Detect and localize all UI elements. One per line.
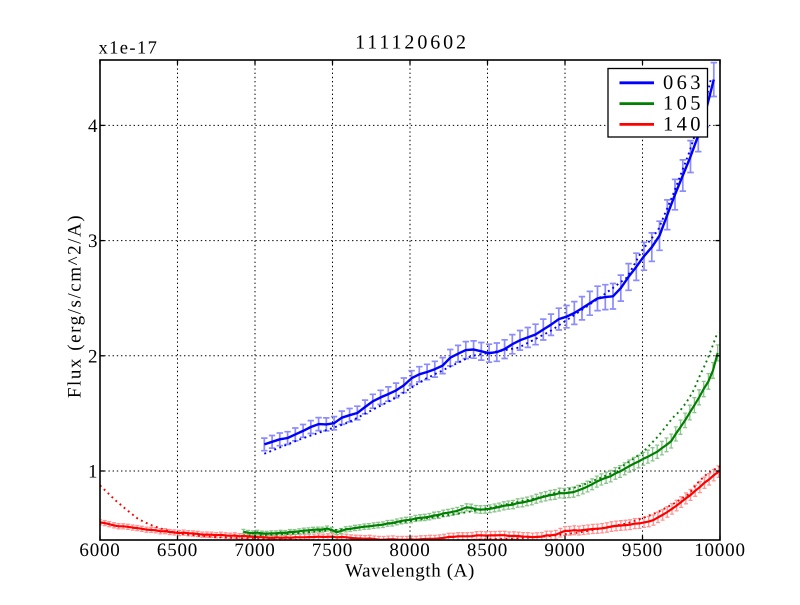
svg-text:4: 4 [88,116,98,137]
svg-text:105: 105 [663,93,704,115]
svg-text:x1e-17: x1e-17 [99,39,159,59]
svg-text:6500: 6500 [157,540,198,561]
svg-text:3: 3 [88,231,98,252]
svg-text:Flux (erg/s/cm^2/A): Flux (erg/s/cm^2/A) [65,214,86,398]
svg-text:063: 063 [663,72,704,94]
svg-text:6000: 6000 [79,540,120,561]
svg-text:10000: 10000 [694,540,746,561]
svg-text:7000: 7000 [234,540,275,561]
svg-text:8500: 8500 [467,540,508,561]
svg-text:8000: 8000 [389,540,430,561]
svg-text:111120602: 111120602 [355,32,469,54]
svg-text:140: 140 [663,113,704,135]
svg-text:2: 2 [88,346,98,367]
svg-text:1: 1 [88,462,98,483]
svg-text:9000: 9000 [544,540,585,561]
svg-text:7500: 7500 [312,540,353,561]
svg-text:Wavelength (A): Wavelength (A) [345,561,475,582]
svg-text:9500: 9500 [622,540,663,561]
